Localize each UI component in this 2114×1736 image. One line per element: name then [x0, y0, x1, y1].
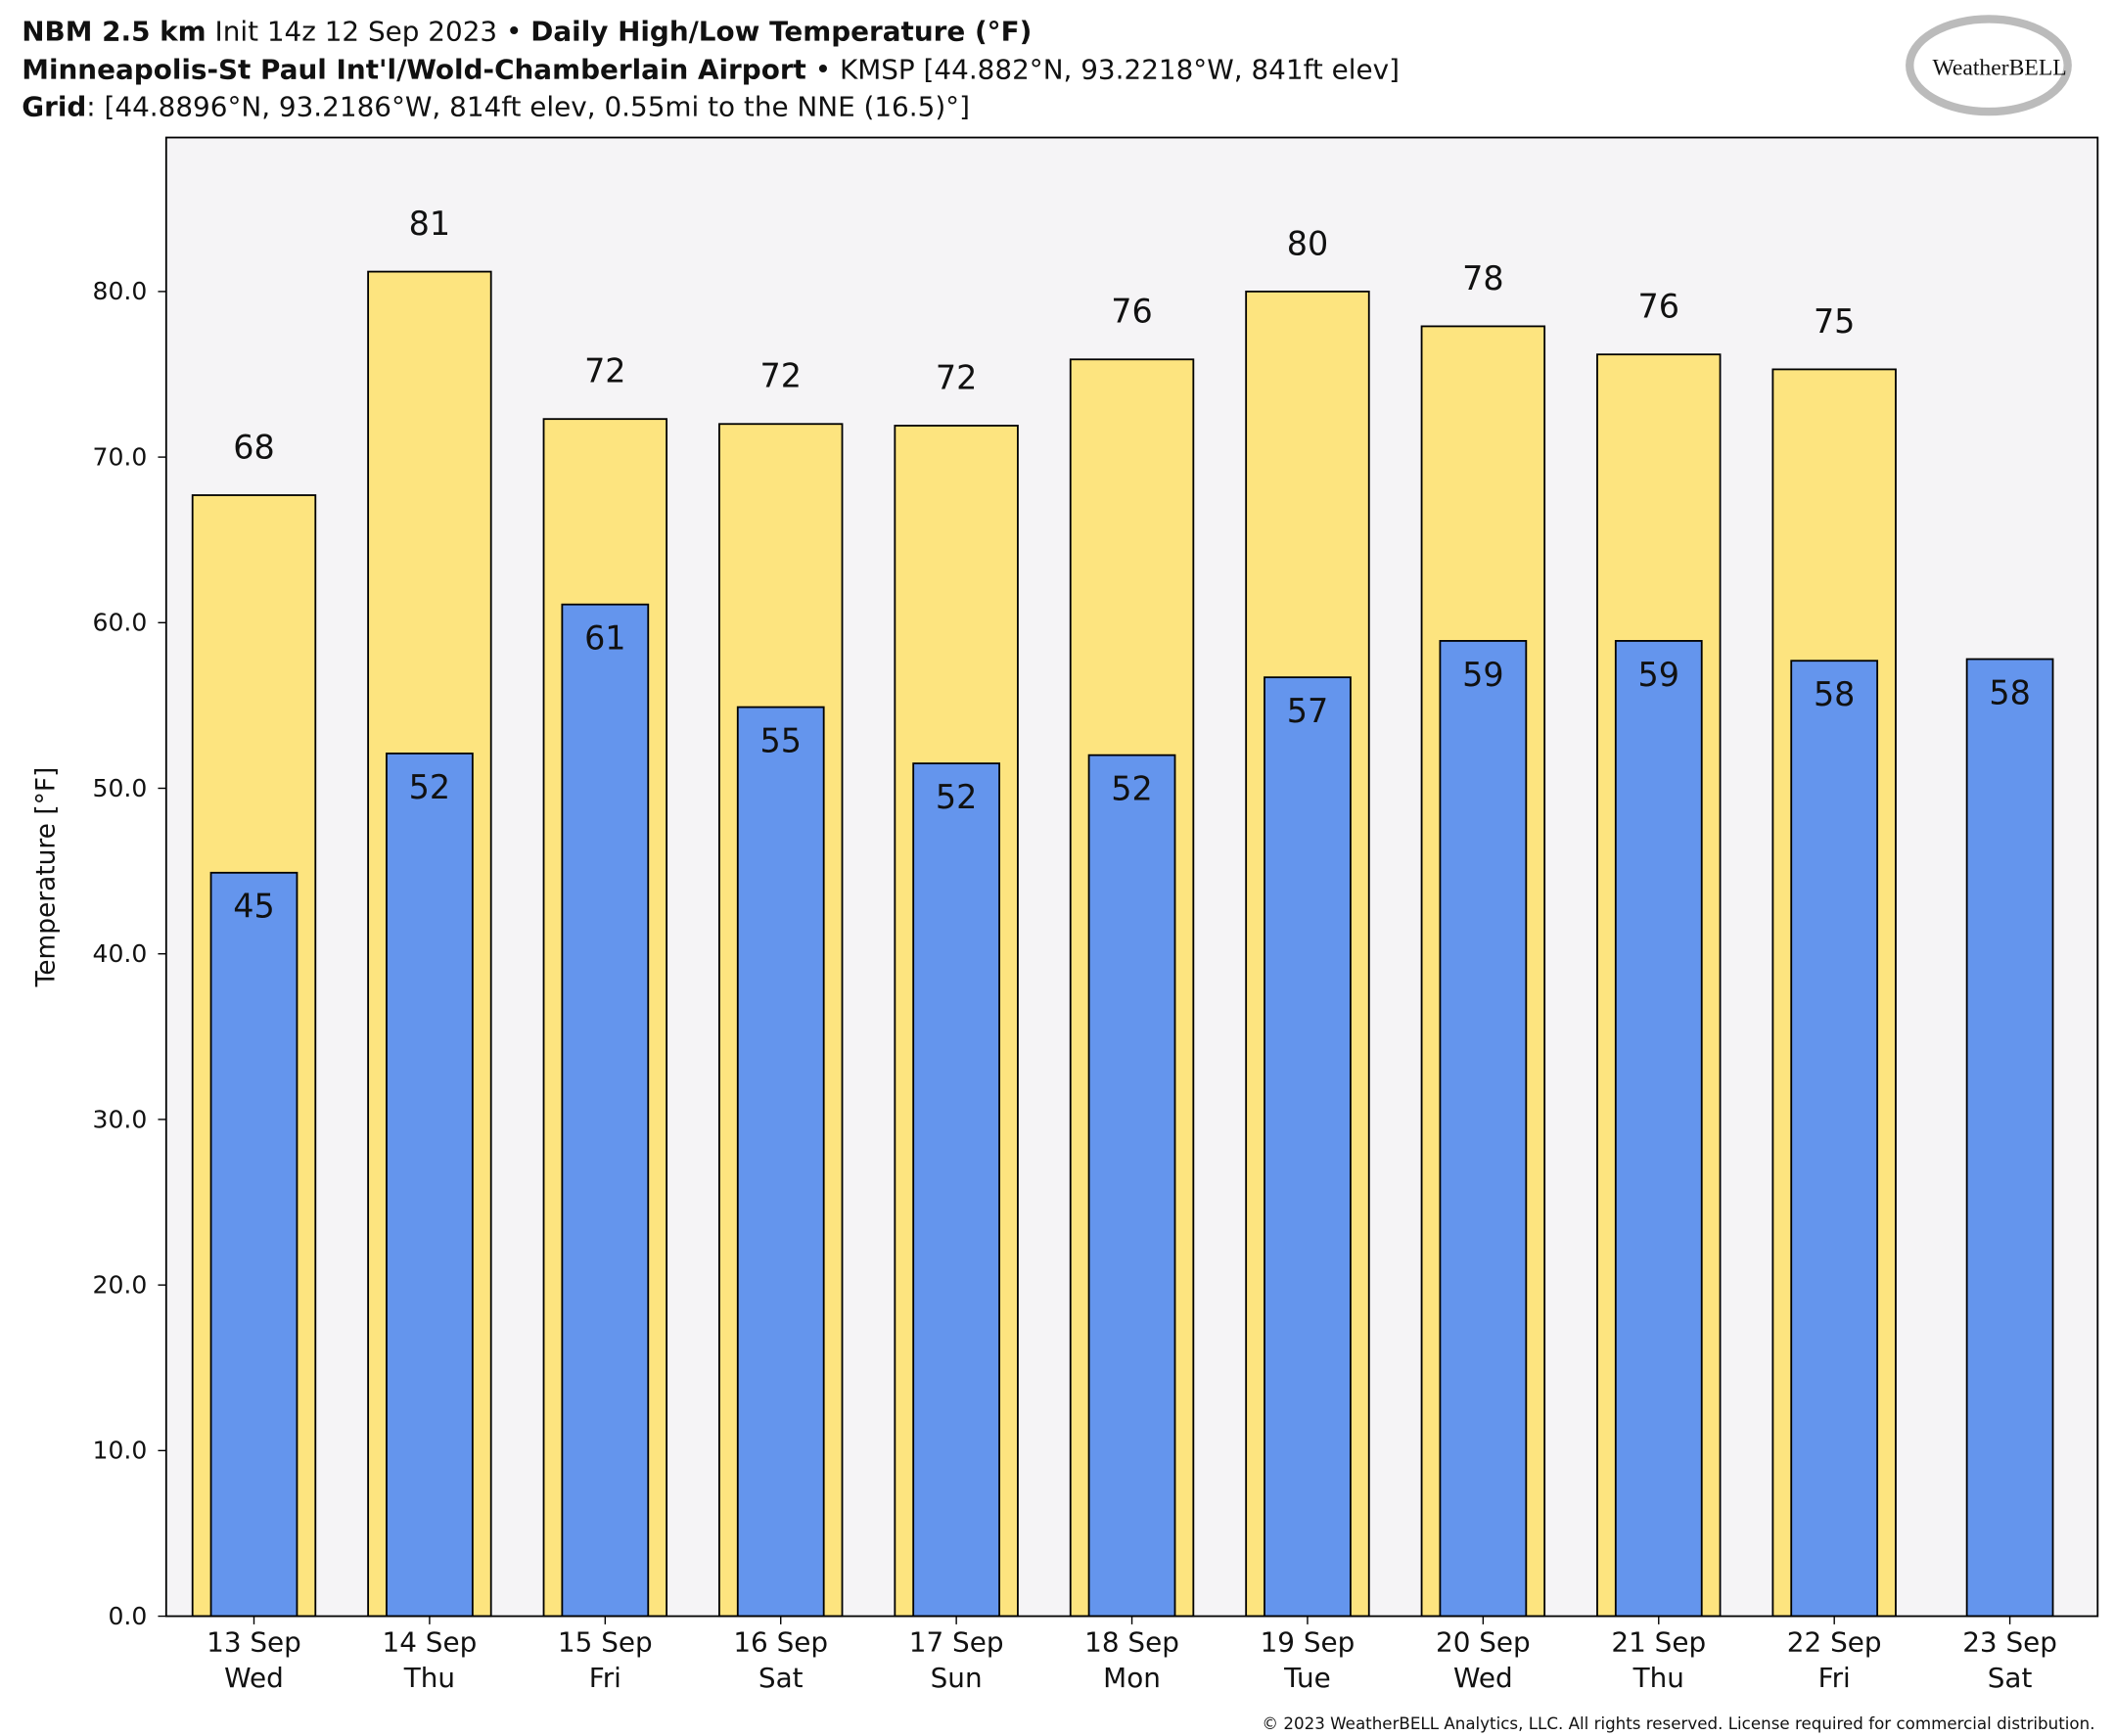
- x-tick-label: Wed: [1453, 1662, 1513, 1694]
- value-label: 61: [584, 619, 625, 658]
- low-bar: [209, 871, 299, 1618]
- y-tick-label: 60.0: [93, 609, 148, 637]
- low-bar: [1790, 660, 1879, 1618]
- y-tick-label: 0.0: [108, 1602, 147, 1630]
- low-bar: [1965, 658, 2054, 1618]
- x-tick-label: 21 Sep: [1611, 1626, 1706, 1659]
- x-tick-label: 23 Sep: [1962, 1626, 2057, 1659]
- x-tick-label: 17 Sep: [909, 1626, 1004, 1659]
- low-bar: [1439, 640, 1528, 1618]
- x-tick-label: 13 Sep: [207, 1626, 301, 1659]
- x-tick-label: 18 Sep: [1084, 1626, 1179, 1659]
- value-label: 80: [1287, 224, 1328, 262]
- grid-info: : [44.8896°N, 93.2186°W, 814ft elev, 0.5…: [86, 90, 970, 122]
- x-tick-label: Sun: [931, 1662, 983, 1694]
- value-label: 76: [1111, 293, 1152, 331]
- x-tick-label: 16 Sep: [733, 1626, 828, 1659]
- value-label: 72: [759, 357, 801, 395]
- value-label: 45: [233, 888, 274, 926]
- value-label: 76: [1638, 288, 1679, 326]
- x-tick-label: Tue: [1283, 1662, 1331, 1694]
- x-tick-label: Sat: [1988, 1662, 2033, 1694]
- title-line-2: Minneapolis-St Paul Int'l/Wold-Chamberla…: [22, 54, 1400, 86]
- grid-label: Grid: [22, 90, 86, 122]
- low-bar: [1087, 754, 1176, 1618]
- value-label: 52: [936, 778, 977, 816]
- x-tick-label: Wed: [224, 1662, 284, 1694]
- value-label: 55: [759, 722, 801, 760]
- init: Init 14z 12 Sep 2023: [215, 16, 498, 48]
- title-line-1: NBM 2.5 km Init 14z 12 Sep 2023 • Daily …: [22, 16, 1032, 48]
- y-tick-label: 20.0: [93, 1270, 148, 1299]
- value-label: 59: [1638, 656, 1679, 694]
- y-tick-label: 50.0: [93, 774, 148, 802]
- logo-swirl: [1906, 15, 2072, 116]
- low-bar: [561, 603, 650, 1618]
- y-tick-label: 40.0: [93, 939, 148, 968]
- value-label: 68: [233, 428, 274, 466]
- x-tick-label: Thu: [403, 1662, 455, 1694]
- x-tick-label: 14 Sep: [383, 1626, 478, 1659]
- low-bar: [1264, 676, 1352, 1618]
- low-bar: [386, 753, 474, 1618]
- value-label: 52: [409, 768, 450, 806]
- model: NBM 2.5 km: [22, 16, 206, 48]
- product: Daily High/Low Temperature (°F): [530, 16, 1032, 48]
- value-label: 78: [1462, 259, 1503, 297]
- x-tick-label: Thu: [1632, 1662, 1684, 1694]
- value-label: 58: [1814, 675, 1855, 713]
- y-tick-label: 80.0: [93, 277, 148, 305]
- y-axis-label: Temperature [°F]: [31, 767, 62, 988]
- value-label: 75: [1814, 302, 1855, 341]
- low-bar: [1614, 640, 1703, 1618]
- title-line-3: Grid: [44.8896°N, 93.2186°W, 814ft elev,…: [22, 90, 970, 122]
- plot-frame: [164, 136, 2099, 1618]
- y-tick-label: 30.0: [93, 1105, 148, 1133]
- value-label: 59: [1462, 656, 1503, 694]
- value-label: 57: [1287, 692, 1328, 730]
- value-label: 72: [584, 352, 625, 390]
- x-tick-label: 20 Sep: [1436, 1626, 1531, 1659]
- x-tick-label: Mon: [1103, 1662, 1161, 1694]
- x-tick-label: 22 Sep: [1787, 1626, 1882, 1659]
- x-tick-label: Sat: [758, 1662, 804, 1694]
- y-tick-label: 10.0: [93, 1437, 148, 1465]
- station: • KMSP [44.882°N, 93.2218°W, 841ft elev]: [815, 54, 1400, 86]
- value-label: 72: [936, 358, 977, 396]
- copyright: © 2023 WeatherBELL Analytics, LLC. All r…: [1262, 1714, 2094, 1733]
- logo: WeatherBELL: [1932, 56, 2066, 81]
- x-tick-label: Fri: [1818, 1662, 1851, 1694]
- location: Minneapolis-St Paul Int'l/Wold-Chamberla…: [22, 54, 806, 86]
- low-bar: [736, 706, 825, 1618]
- low-bar: [912, 762, 1000, 1618]
- separator: •: [506, 16, 522, 48]
- y-tick-label: 70.0: [93, 442, 148, 471]
- x-tick-label: 15 Sep: [558, 1626, 653, 1659]
- x-tick-label: Fri: [589, 1662, 621, 1694]
- value-label: 58: [1989, 673, 2030, 711]
- x-tick-label: 19 Sep: [1261, 1626, 1356, 1659]
- value-label: 81: [409, 205, 450, 243]
- value-label: 52: [1111, 770, 1152, 808]
